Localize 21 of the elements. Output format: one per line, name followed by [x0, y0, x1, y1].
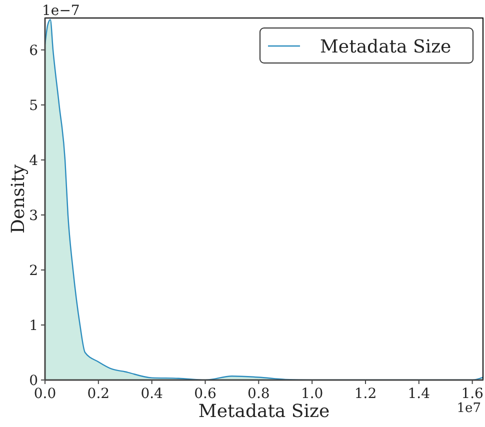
y-tick-label: 2 [29, 262, 38, 279]
y-tick-label: 3 [29, 208, 38, 224]
y-tick-label: 4 [29, 152, 38, 169]
x-tick-label: 1.4 [408, 386, 430, 402]
x-tick-label: 1.0 [300, 386, 324, 402]
y-tick-label: 1 [29, 318, 38, 334]
text: 1e7 [456, 401, 481, 416]
legend-label: Metadata Size [320, 36, 452, 58]
x-tick-label: 0.6 [194, 386, 216, 402]
x-tick-label: 0.0 [34, 386, 56, 402]
x-tick-label: 0.8 [248, 386, 270, 402]
y-tick-label: 5 [29, 98, 38, 114]
x-tick-label: 0.2 [87, 386, 110, 402]
x-tick-label: 1.2 [354, 386, 377, 402]
x-tick-label: 0.4 [140, 386, 164, 402]
y-axis-title: Density [8, 164, 29, 234]
y-tick-label: 6 [29, 42, 38, 59]
x-tick-label: 1.6 [461, 386, 484, 402]
x-axis-title: Metadata Size [198, 401, 330, 422]
y-tick-label: 0 [29, 372, 38, 389]
annotation: 1e−7 [42, 3, 80, 19]
